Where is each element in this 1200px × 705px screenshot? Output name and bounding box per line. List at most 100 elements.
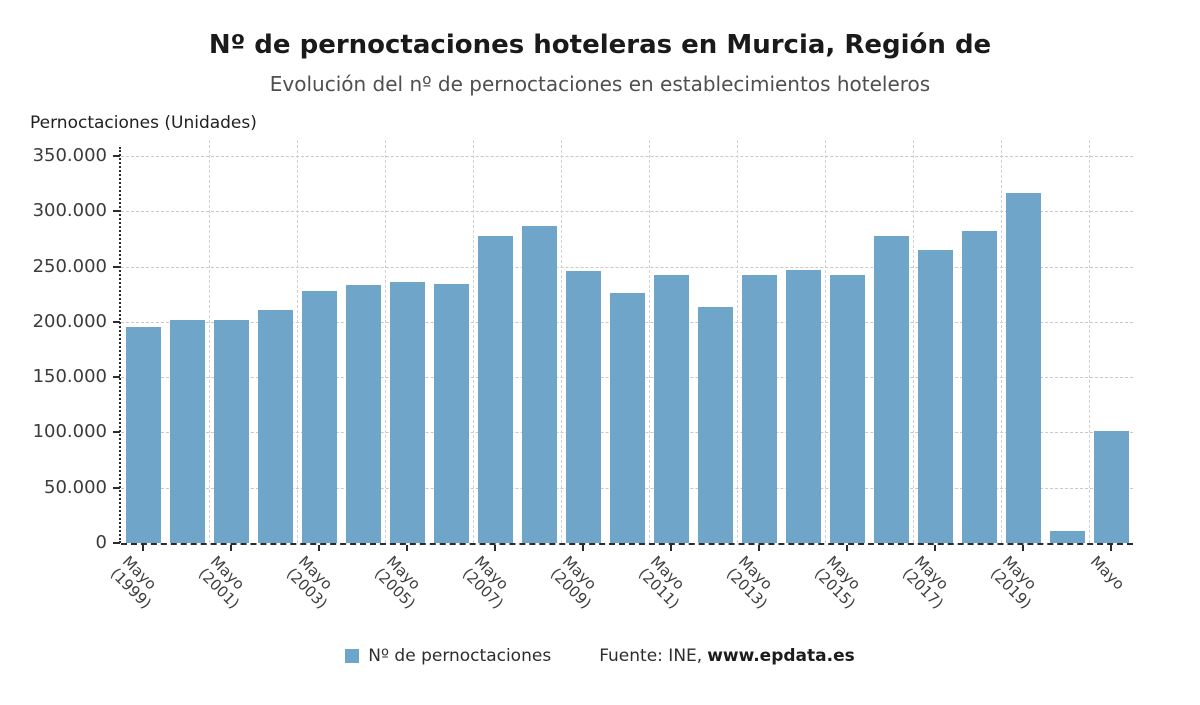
bar-slot	[429, 156, 473, 543]
source-prefix: Fuente: INE,	[599, 646, 703, 666]
y-tick-label: 50.000	[44, 476, 107, 498]
v-gridline	[825, 140, 826, 543]
v-gridline	[913, 140, 914, 543]
x-tick-label: Mayo (2017)	[898, 552, 953, 613]
y-tick-mark	[113, 320, 120, 323]
bar-17[interactable]	[873, 235, 909, 543]
bar-3[interactable]	[257, 310, 293, 543]
x-tick-mark	[230, 545, 232, 551]
bar-slot	[1089, 156, 1133, 543]
bar-series	[121, 156, 1133, 543]
bar-slot	[693, 156, 737, 543]
x-tick-label: Mayo (2003)	[282, 552, 337, 613]
y-tick-label: 350.000	[32, 145, 107, 166]
bar-14[interactable]	[741, 275, 777, 543]
v-gridline	[649, 140, 650, 543]
y-tick-mark	[113, 155, 120, 157]
bar-12[interactable]	[653, 274, 689, 543]
bar-slot	[605, 156, 649, 543]
y-axis-title: Pernoctaciones (Unidades)	[30, 113, 257, 133]
x-tick-label: Mayo (2005)	[370, 552, 425, 613]
bar-9[interactable]	[521, 225, 557, 543]
x-tick-mark	[758, 545, 760, 551]
y-axis-line	[119, 147, 121, 543]
x-tick-mark	[494, 545, 496, 551]
bar-8[interactable]	[477, 236, 513, 543]
v-gridline	[561, 140, 562, 543]
bar-slot	[385, 156, 429, 543]
legend-item-pernoctaciones[interactable]: Nº de pernoctaciones	[345, 646, 551, 666]
y-tick-mark	[113, 265, 120, 268]
x-tick-mark	[142, 545, 144, 551]
x-tick-mark	[582, 545, 584, 551]
legend-label: Nº de pernoctaciones	[368, 646, 552, 666]
x-tick-label: Mayo (1999)	[106, 552, 161, 613]
bar-6[interactable]	[389, 282, 425, 543]
y-tick-mark	[113, 431, 120, 434]
bar-10[interactable]	[565, 271, 601, 543]
v-gridline	[737, 140, 738, 543]
bar-0[interactable]	[125, 327, 161, 543]
y-tick-label: 150.000	[32, 366, 107, 388]
y-tick-label: 200.000	[32, 310, 107, 332]
bar-4[interactable]	[301, 291, 337, 543]
bar-11[interactable]	[609, 293, 645, 543]
bar-21[interactable]	[1049, 530, 1085, 543]
y-tick-label: 0	[95, 532, 107, 553]
bar-slot	[1045, 156, 1089, 543]
bar-slot	[561, 156, 605, 543]
x-tick-mark	[1110, 545, 1112, 551]
bar-18[interactable]	[917, 250, 953, 543]
bar-1[interactable]	[169, 320, 205, 543]
bar-slot	[253, 156, 297, 543]
bar-slot	[825, 156, 869, 543]
bar-7[interactable]	[433, 283, 469, 543]
bar-15[interactable]	[785, 270, 821, 543]
y-tick-label: 100.000	[32, 421, 107, 443]
x-tick-mark	[934, 545, 936, 551]
bar-2[interactable]	[213, 319, 249, 543]
h-gridline	[121, 266, 1133, 268]
bar-slot	[341, 156, 385, 543]
y-tick-mark	[113, 542, 120, 544]
bar-slot	[209, 156, 253, 543]
bar-slot	[737, 156, 781, 543]
v-gridline	[385, 140, 386, 543]
chart-title: Nº de pernoctaciones hoteleras en Murcia…	[208, 30, 992, 60]
x-tick-mark	[670, 545, 672, 551]
x-tick-label: Mayo (2007)	[458, 552, 513, 613]
bar-13[interactable]	[697, 306, 733, 543]
x-tick-mark	[1022, 545, 1024, 551]
x-tick-label: Mayo (2011)	[634, 552, 689, 613]
v-gridline	[1089, 140, 1090, 543]
y-tick-mark	[113, 376, 120, 379]
y-tick-label: 300.000	[32, 200, 107, 222]
bar-16[interactable]	[829, 274, 865, 543]
bar-slot	[869, 156, 913, 543]
x-tick-label: Mayo	[1086, 552, 1129, 594]
bar-19[interactable]	[961, 231, 997, 543]
bar-slot	[121, 156, 165, 543]
bar-slot	[957, 156, 1001, 543]
bar-slot	[517, 156, 561, 543]
bar-slot	[165, 156, 209, 543]
v-gridline	[473, 140, 474, 543]
x-tick-label: Mayo (2009)	[546, 552, 601, 613]
legend-swatch-icon	[345, 649, 360, 663]
source-note: Fuente: INE, www.epdata.es	[599, 646, 855, 666]
bar-22[interactable]	[1093, 431, 1129, 543]
y-tick-label: 250.000	[32, 255, 107, 277]
bar-slot	[781, 156, 825, 543]
v-gridline	[1001, 140, 1002, 543]
x-tick-label: Mayo (2019)	[986, 552, 1041, 613]
x-tick-label: Mayo (2013)	[722, 552, 777, 613]
bar-5[interactable]	[345, 284, 381, 543]
y-tick-mark	[113, 210, 120, 213]
h-gridline	[121, 211, 1133, 213]
bar-slot	[649, 156, 693, 543]
bar-20[interactable]	[1005, 193, 1041, 543]
bar-slot	[913, 156, 957, 543]
v-gridline	[209, 140, 210, 543]
source-link[interactable]: www.epdata.es	[707, 646, 855, 666]
